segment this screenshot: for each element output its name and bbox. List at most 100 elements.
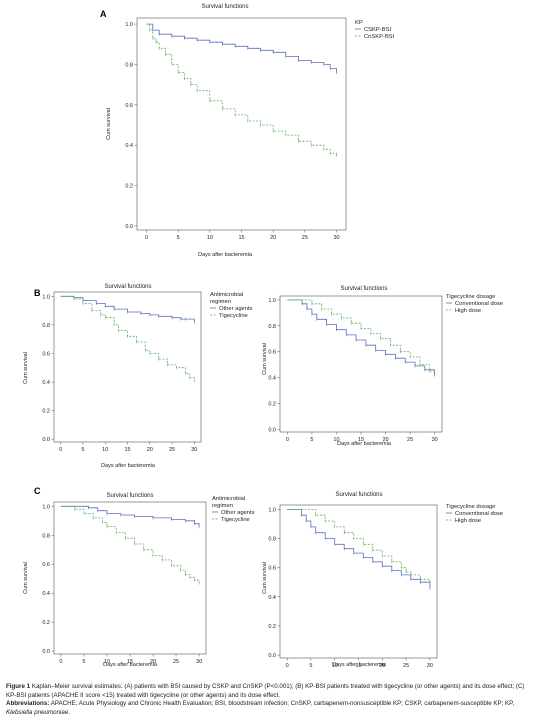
y-tick-label: 0.2 bbox=[268, 624, 276, 630]
x-tick-label: 15 bbox=[127, 659, 133, 665]
y-axis-label: Cum survival bbox=[262, 562, 268, 594]
y-tick-label: 1.0 bbox=[268, 507, 276, 513]
legend-label-cskp-bsi: CSKP-BSI bbox=[364, 27, 391, 33]
x-tick-label: 25 bbox=[302, 235, 308, 241]
y-tick-label: 0.6 bbox=[268, 350, 276, 356]
legend-title: Antimicrobial bbox=[210, 292, 243, 298]
series-line-cskp-bsi bbox=[146, 23, 337, 73]
plot-frame bbox=[279, 504, 438, 659]
y-tick-label: 0.4 bbox=[125, 143, 133, 149]
x-tick-label: 15 bbox=[238, 235, 244, 241]
caption-figure-label: Figure 1 bbox=[6, 683, 31, 690]
chart-a: Survival functions Days after bacteremia C… bbox=[106, 4, 395, 258]
x-tick-label: 15 bbox=[124, 447, 130, 453]
y-tick-label: 0.8 bbox=[42, 323, 50, 329]
x-tick-label: 20 bbox=[147, 447, 153, 453]
y-tick-label: 0.6 bbox=[42, 562, 50, 568]
x-tick-label: 30 bbox=[196, 659, 202, 665]
caption-abbreviations-italic: Klebsiella pneumoniae bbox=[6, 708, 69, 716]
y-tick-label: 0.8 bbox=[125, 62, 133, 68]
y-tick-label: 0.0 bbox=[42, 437, 50, 443]
x-tick-label: 5 bbox=[177, 235, 180, 241]
plot-frame bbox=[53, 291, 202, 443]
y-tick-label: 0.0 bbox=[42, 649, 50, 655]
legend-label-conventional-dose: Conventional dose bbox=[455, 301, 503, 307]
plot-frame bbox=[136, 17, 347, 231]
y-tick-label: 0.4 bbox=[42, 380, 50, 386]
x-tick-label: 30 bbox=[427, 663, 433, 669]
x-axis-label: Days after bacteremia bbox=[337, 441, 392, 447]
legend-label-high-dose: High dose bbox=[455, 518, 481, 524]
caption-abbreviations-end: . bbox=[68, 708, 70, 716]
chart-title: Survival functions bbox=[340, 286, 387, 292]
legend-label-tigecycline: Tigecycline bbox=[219, 313, 248, 319]
x-tick-label: 20 bbox=[270, 235, 276, 241]
figure-canvas: A B C Survival functions Days after bacte… bbox=[23, 4, 503, 669]
caption-abbreviations-label: Abbreviations: bbox=[6, 700, 50, 708]
x-tick-label: 25 bbox=[169, 447, 175, 453]
y-tick-label: 1.0 bbox=[125, 22, 133, 28]
y-tick-label: 0.8 bbox=[268, 324, 276, 330]
y-tick-label: 1.0 bbox=[42, 294, 50, 300]
x-axis-label: Days after bacteremia bbox=[198, 252, 253, 258]
figure-caption: Figure 1 Kaplan–Meier survival estimates… bbox=[6, 683, 533, 717]
y-tick-label: 1.0 bbox=[42, 504, 50, 510]
panel-label-b: B bbox=[34, 288, 41, 298]
y-axis-label: Cum survival bbox=[106, 108, 112, 140]
panel-label-c: C bbox=[34, 486, 41, 496]
legend-title: regimen bbox=[212, 503, 233, 509]
caption-text: Kaplan–Meier survival estimates: (A) pat… bbox=[6, 683, 525, 699]
series-line-other-agents bbox=[60, 505, 200, 527]
x-axis-label: Days after bacteremia bbox=[103, 662, 158, 668]
legend-label-cnskp-bsi: CnSKP-BSI bbox=[364, 34, 395, 40]
series-line-tigecycline bbox=[60, 295, 195, 381]
x-tick-label: 30 bbox=[191, 447, 197, 453]
legend-title: Tigecycline dosage bbox=[446, 294, 495, 300]
chart-title: Survival functions bbox=[104, 284, 151, 290]
x-tick-label: 5 bbox=[310, 437, 313, 443]
series-line-conventional-dose bbox=[287, 299, 435, 375]
y-tick-label: 0.6 bbox=[125, 103, 133, 109]
chart-title: Survival functions bbox=[335, 492, 382, 498]
y-tick-label: 0.4 bbox=[268, 376, 276, 382]
y-tick-label: 0.2 bbox=[268, 402, 276, 408]
x-axis-label: Days after bacteremia bbox=[101, 463, 156, 469]
y-tick-label: 0.8 bbox=[42, 533, 50, 539]
x-tick-label: 0 bbox=[286, 663, 289, 669]
series-line-cnskp-bsi bbox=[146, 23, 337, 156]
y-tick-label: 1.0 bbox=[268, 298, 276, 304]
x-tick-label: 10 bbox=[333, 437, 339, 443]
plot-frame bbox=[53, 501, 207, 655]
legend-label-other-agents: Other agents bbox=[221, 510, 255, 516]
y-tick-label: 0.0 bbox=[268, 653, 276, 659]
x-tick-label: 10 bbox=[102, 447, 108, 453]
x-tick-label: 0 bbox=[286, 437, 289, 443]
y-tick-label: 0.2 bbox=[42, 409, 50, 415]
y-tick-label: 0.2 bbox=[42, 620, 50, 626]
y-tick-label: 0.2 bbox=[125, 184, 133, 190]
x-tick-label: 10 bbox=[207, 235, 213, 241]
chart-b-right: Survival functions Days after bacteremia C… bbox=[262, 286, 503, 447]
x-tick-label: 25 bbox=[403, 663, 409, 669]
x-tick-label: 15 bbox=[355, 663, 361, 669]
series-line-tigecycline bbox=[60, 505, 200, 584]
legend-label-tigecycline: Tigecycline bbox=[221, 517, 250, 523]
x-axis-label: Days after bacteremia bbox=[332, 662, 387, 668]
x-tick-label: 5 bbox=[81, 447, 84, 453]
series-line-high-dose bbox=[287, 509, 431, 583]
x-tick-label: 25 bbox=[407, 437, 413, 443]
legend-title: Tigecycline dosage bbox=[446, 504, 495, 510]
legend-title: regimen bbox=[210, 299, 231, 305]
x-tick-label: 25 bbox=[173, 659, 179, 665]
x-tick-label: 15 bbox=[358, 437, 364, 443]
chart-c-right: Survival functions Days after bacteremia C… bbox=[262, 492, 503, 669]
x-tick-label: 20 bbox=[379, 663, 385, 669]
y-axis-label: Cum survival bbox=[23, 562, 29, 594]
series-line-high-dose bbox=[287, 299, 435, 375]
legend-label-conventional-dose: Conventional dose bbox=[455, 511, 503, 517]
x-tick-label: 10 bbox=[104, 659, 110, 665]
